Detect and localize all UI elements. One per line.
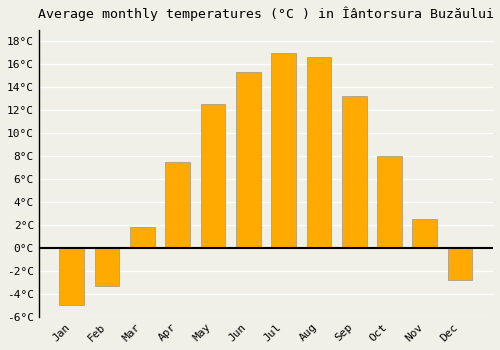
Bar xyxy=(166,162,190,248)
Bar xyxy=(236,72,260,248)
Bar xyxy=(60,248,84,305)
Bar xyxy=(448,248,472,280)
Bar xyxy=(377,156,402,248)
Bar xyxy=(271,52,296,248)
Bar xyxy=(94,248,120,286)
Bar xyxy=(412,219,437,248)
Bar xyxy=(130,227,155,248)
Title: Average monthly temperatures (°C ) in Îântorsura Buzăului: Average monthly temperatures (°C ) in Îâ… xyxy=(38,7,494,21)
Bar xyxy=(200,104,226,248)
Bar xyxy=(306,57,331,248)
Bar xyxy=(342,96,366,248)
